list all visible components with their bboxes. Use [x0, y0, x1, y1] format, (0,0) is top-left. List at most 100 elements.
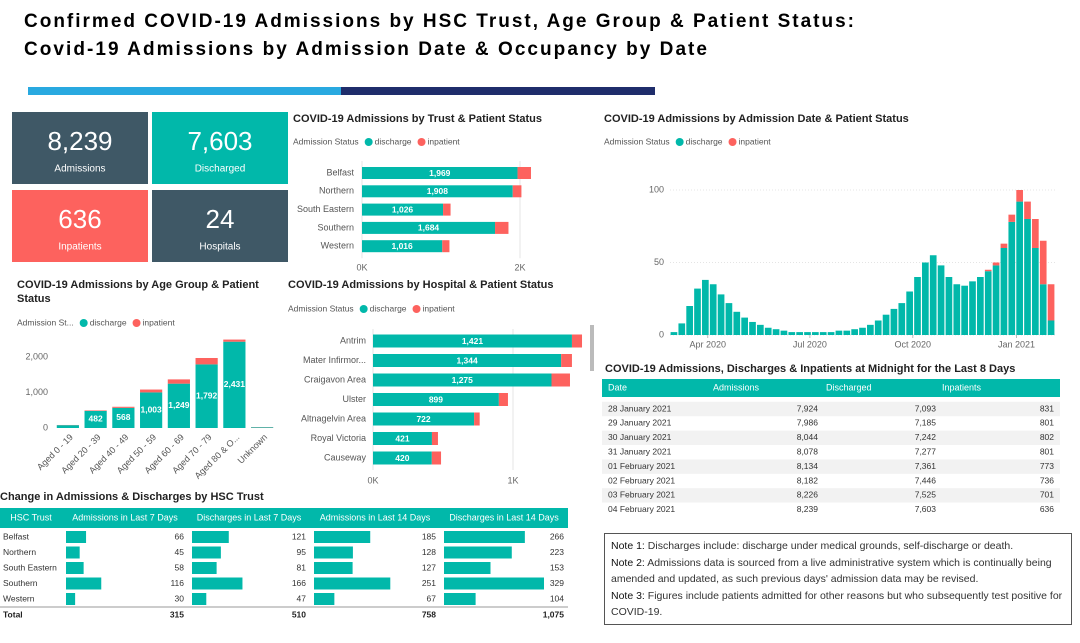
- data-label: 1,026: [392, 204, 414, 214]
- table-header: [0, 508, 568, 528]
- table-cell: 127: [422, 562, 436, 572]
- row-band: [602, 430, 1060, 445]
- table-cell: 7,093: [915, 403, 937, 413]
- data-label: 1,003: [140, 404, 162, 414]
- data-label: 722: [416, 414, 430, 424]
- x-tick-label: 1K: [507, 475, 518, 485]
- legend-marker: [728, 138, 737, 146]
- table-cell: 81: [297, 562, 307, 572]
- bar: [223, 339, 246, 342]
- data-bar: [314, 546, 353, 559]
- table-cell: 7,525: [915, 490, 937, 500]
- table-cell: 121: [292, 531, 306, 541]
- data-label: 568: [116, 412, 130, 422]
- legend-label: inpatient: [423, 303, 456, 313]
- column-header: Admissions: [713, 382, 760, 392]
- kpi-tile: [152, 112, 288, 184]
- legend-label: discharge: [375, 136, 412, 146]
- legend-marker: [359, 305, 368, 313]
- bar: [373, 334, 572, 348]
- table-cell: 8,078: [797, 446, 819, 456]
- bar: [945, 277, 953, 335]
- bar: [223, 341, 246, 428]
- table-cell: 736: [1040, 475, 1054, 485]
- table-cell: 166: [292, 578, 306, 588]
- column-header: Discharges in Last 14 Days: [449, 512, 559, 522]
- bar: [757, 324, 764, 335]
- table-cell: 8,239: [797, 504, 819, 514]
- bar: [937, 265, 945, 335]
- kpi-value: 7,603: [187, 126, 252, 156]
- y-tick-label: Western: [321, 241, 354, 251]
- legend-marker: [675, 138, 684, 146]
- row-band: [602, 459, 1060, 474]
- chart-title: COVID-19 Admissions by Age Group & Patie…: [17, 279, 259, 305]
- data-bar: [192, 546, 221, 559]
- bar: [812, 332, 819, 335]
- bar: [922, 262, 929, 335]
- y-tick-label: 0: [43, 422, 48, 432]
- note-label: Note 1:: [611, 540, 645, 552]
- y-tick-label: Belfast: [326, 167, 354, 177]
- note-text: Figures include patients admitted for ot…: [611, 589, 1063, 619]
- kpi-tile: [12, 112, 148, 184]
- note-label: Note 3:: [611, 589, 645, 602]
- data-bar: [444, 562, 491, 574]
- data-bar: [192, 577, 243, 590]
- table-cell: 701: [1040, 490, 1054, 500]
- bar: [678, 323, 686, 335]
- data-label: 1,344: [456, 355, 478, 365]
- bar: [717, 294, 725, 335]
- table-header: [602, 379, 1060, 397]
- table-cell: 7,603: [915, 504, 937, 514]
- bar: [84, 410, 107, 428]
- note: Note 2: Admissions data is sourced from …: [611, 555, 1065, 588]
- bar: [906, 291, 913, 335]
- bar: [702, 279, 709, 335]
- bar: [195, 357, 218, 365]
- table-cell: 31 January 2021: [608, 446, 672, 456]
- bar: [741, 317, 748, 335]
- x-tick-label: 0K: [356, 262, 367, 272]
- column-header: Admissions in Last 7 Days: [72, 512, 178, 522]
- legend-title: Admission Status: [288, 303, 354, 313]
- bar: [977, 277, 984, 335]
- bar: [670, 332, 678, 335]
- bar: [835, 330, 843, 335]
- legend-marker: [364, 138, 373, 146]
- bar: [362, 221, 496, 234]
- data-bar: [314, 577, 391, 590]
- bar: [1016, 201, 1023, 335]
- table-cell: 7,277: [915, 446, 937, 456]
- column-header: Discharges in Last 7 Days: [197, 512, 302, 522]
- y-tick-label: Royal Victoria: [311, 433, 366, 443]
- bar: [969, 281, 976, 335]
- table-cell: 7,924: [797, 403, 819, 413]
- bar: [112, 407, 135, 428]
- bar: [1016, 190, 1023, 202]
- bar: [431, 451, 442, 465]
- table-cell: 95: [297, 547, 307, 557]
- bar: [561, 354, 572, 367]
- legend-label: discharge: [370, 303, 407, 313]
- bar: [992, 262, 1000, 266]
- data-bar: [444, 546, 512, 559]
- header-rule: [28, 87, 341, 95]
- table-cell: 30 January 2021: [608, 432, 672, 442]
- bar: [780, 330, 788, 335]
- table-cell: 58: [175, 562, 185, 572]
- total-cell: 758: [422, 609, 436, 619]
- table-cell: 266: [550, 531, 564, 541]
- bar: [140, 389, 163, 393]
- y-tick-label: 0: [659, 329, 664, 339]
- data-label: 482: [89, 414, 103, 424]
- scrollbar: [590, 325, 594, 371]
- column-header: Date: [608, 382, 627, 392]
- data-bar: [192, 562, 217, 574]
- kpi-value: 24: [206, 204, 235, 234]
- bar: [796, 332, 803, 335]
- bar: [495, 221, 509, 234]
- total-cell: 510: [292, 609, 306, 619]
- x-tick-label: 0K: [367, 475, 378, 485]
